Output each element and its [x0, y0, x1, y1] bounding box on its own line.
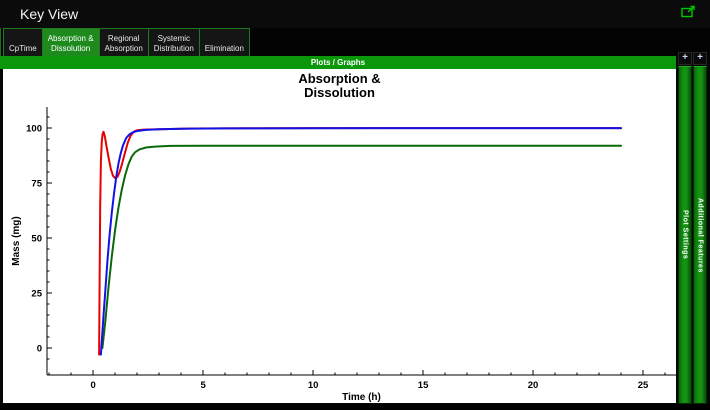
svg-text:15: 15 [418, 380, 429, 391]
tab-label: Absorption & Dissolution [47, 34, 94, 53]
tab-elimination[interactable]: Elimination [199, 28, 250, 56]
additional-features-label: Additional Features [696, 197, 704, 273]
svg-text:25: 25 [638, 380, 649, 391]
chart-title-line1: Absorption & [298, 71, 381, 86]
svg-text:0: 0 [37, 343, 42, 354]
tab-absorption-dissolution[interactable]: Absorption & Dissolution [42, 28, 100, 56]
tab-label: CpTime [9, 43, 37, 53]
svg-text:50: 50 [31, 234, 42, 245]
popout-icon[interactable] [681, 5, 697, 18]
absorption-dissolution-chart: 0 5 10 15 20 25 0 25 50 75 100 Time (h) Mass (mg) [11, 107, 676, 403]
svg-text:25: 25 [31, 288, 42, 299]
additional-features-panel: + Additional Features [693, 52, 707, 404]
svg-text:Time (h): Time (h) [342, 392, 381, 403]
additional-features-expand-button[interactable]: + [693, 52, 707, 65]
tab-label: Elimination [204, 43, 244, 53]
window-title: Key View [20, 6, 79, 22]
plot-settings-expand-button[interactable]: + [678, 52, 692, 65]
tab-label: Systemic Distribution [153, 34, 194, 53]
tab-cptime[interactable]: CpTime [3, 28, 43, 56]
svg-text:100: 100 [26, 124, 42, 135]
additional-features-bar[interactable]: Additional Features [693, 66, 707, 404]
tab-systemic-distribution[interactable]: Systemic Distribution [148, 28, 200, 56]
svg-text:10: 10 [308, 380, 319, 391]
svg-text:Mass (mg): Mass (mg) [11, 216, 22, 265]
tab-bar: CpTime Absorption & Dissolution Regional… [0, 28, 710, 56]
chart-title-line2: Dissolution [304, 85, 375, 100]
plot-settings-panel: + Plot Settings [678, 52, 692, 404]
tab-regional-absorption[interactable]: Regional Absorption [99, 28, 149, 56]
plot-settings-label: Plot Settings [681, 210, 689, 260]
svg-text:0: 0 [91, 380, 96, 391]
tab-label: Regional Absorption [104, 34, 143, 53]
svg-text:5: 5 [201, 380, 207, 391]
plots-graphs-header: Plots / Graphs [0, 56, 676, 69]
svg-text:20: 20 [528, 380, 539, 391]
chart-panel: 0 5 10 15 20 25 0 25 50 75 100 Time (h) Mass (mg) Ab… [3, 69, 676, 403]
svg-text:75: 75 [31, 179, 42, 190]
bottom-strip [0, 404, 710, 410]
plot-settings-bar[interactable]: Plot Settings [678, 66, 692, 404]
chart-title: Absorption & Dissolution [3, 72, 676, 100]
title-bar: Key View [0, 0, 710, 28]
